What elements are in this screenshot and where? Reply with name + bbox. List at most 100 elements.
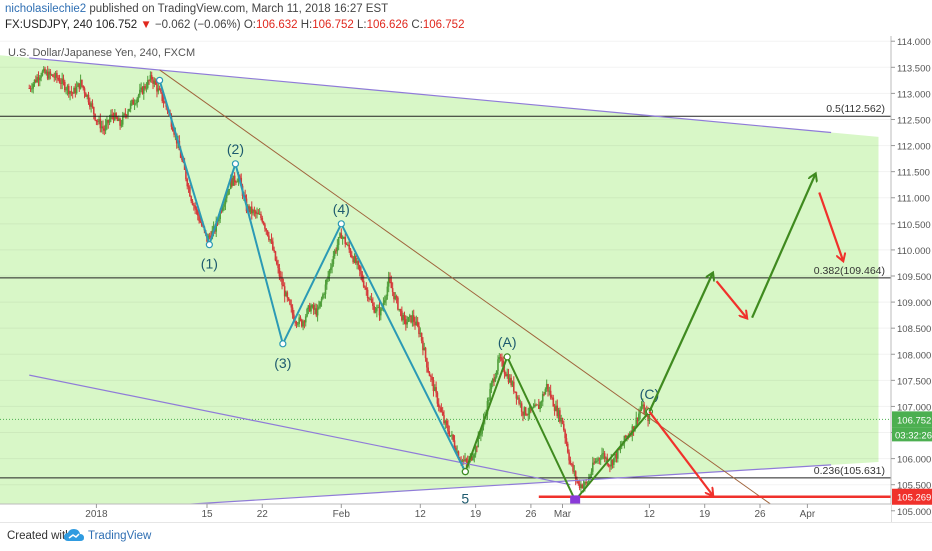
candle-body: [181, 157, 183, 160]
candle-body: [98, 119, 100, 122]
candle-body: [635, 417, 638, 427]
candle-body: [422, 340, 424, 351]
candle-body: [286, 292, 289, 298]
candle-body: [179, 150, 182, 158]
candle-body: [520, 403, 523, 412]
candle-body: [515, 391, 518, 399]
candle-body: [370, 298, 373, 303]
candle-body: [141, 87, 144, 94]
candle-body: [551, 397, 553, 399]
candle-body: [402, 314, 404, 321]
candle-body: [353, 256, 356, 263]
candle-body: [455, 447, 457, 453]
low-label: L:: [357, 19, 367, 31]
candle-body: [61, 78, 63, 84]
candle-body: [77, 83, 79, 87]
candle-body: [316, 308, 319, 316]
candle-body: [140, 87, 142, 90]
candle-body: [282, 284, 285, 287]
candle-body: [348, 244, 350, 250]
candle-body: [387, 277, 390, 287]
candle-body: [185, 169, 187, 180]
wave-label: (A): [498, 334, 517, 350]
impulse-wave-point: [337, 220, 345, 228]
candle-body: [372, 302, 374, 307]
candle-body: [424, 347, 427, 359]
candle-body: [156, 84, 158, 92]
candle-body: [444, 420, 447, 424]
candle-body: [278, 268, 281, 277]
candle-body: [523, 407, 526, 416]
candle-body: [406, 321, 408, 325]
time-tick-label: 12: [415, 509, 427, 520]
candle-body: [269, 239, 271, 241]
candle-body: [412, 315, 415, 322]
fib-level-label: 0.236(105.631): [814, 465, 885, 477]
candle-body: [220, 210, 223, 212]
candle-body: [171, 126, 174, 132]
candle-body: [252, 210, 254, 214]
candle-body: [315, 308, 318, 316]
candle-body: [418, 325, 420, 335]
candle-body: [297, 323, 299, 325]
correction-wave: [464, 354, 651, 503]
candle-body: [389, 277, 391, 282]
candle-body: [487, 400, 490, 402]
candle-body: [265, 228, 268, 231]
candle-body: [200, 222, 203, 226]
time-tick-label: 26: [754, 509, 766, 520]
candle-body: [119, 118, 121, 126]
candle-body: [419, 332, 422, 335]
candle-body: [516, 397, 519, 399]
time-tick-label: Apr: [800, 509, 816, 520]
candle-body: [430, 376, 432, 377]
candle-body: [481, 426, 483, 434]
candle-body: [541, 394, 544, 402]
impulse-wave-point: [205, 241, 213, 249]
impulse-wave: [158, 80, 467, 473]
candle-body: [123, 113, 125, 116]
candle-body: [248, 206, 250, 213]
candle-body: [456, 451, 458, 453]
candle-body: [354, 256, 357, 264]
candle-body: [143, 86, 145, 94]
candle-body: [46, 71, 49, 79]
candle-body: [506, 374, 508, 377]
candle-body: [374, 311, 377, 313]
candle-body: [540, 401, 543, 403]
candle-body: [153, 80, 156, 84]
candle-body: [222, 206, 224, 212]
author-link[interactable]: nicholasilechie2: [5, 3, 87, 15]
candle-body: [395, 296, 398, 298]
close-value: 106.752: [422, 19, 465, 31]
candle-body: [356, 260, 358, 264]
candle-body: [335, 250, 337, 252]
candle-body: [320, 298, 323, 302]
candle-body: [287, 297, 290, 300]
candle-body: [647, 411, 649, 421]
candle-body: [139, 89, 141, 96]
candle-body: [360, 270, 362, 275]
candle-body: [319, 301, 322, 307]
candle-body: [29, 88, 32, 90]
candle-body: [32, 83, 34, 89]
price-chart[interactable]: 0.5(112.562) 0.382(109.464) 0.236(105.631)…: [0, 36, 932, 522]
candle-body: [232, 175, 235, 186]
candle-body: [357, 260, 360, 266]
candle-body: [410, 315, 412, 323]
tradingview-brand-link[interactable]: TradingView: [88, 530, 152, 542]
candle-body: [273, 249, 275, 252]
candle-body: [465, 458, 468, 462]
price-tick-label: 112.000: [897, 142, 931, 153]
candle-body: [640, 406, 643, 410]
candle-body: [377, 307, 379, 309]
candle-body: [603, 453, 606, 459]
candle-body: [618, 449, 620, 451]
candle-body: [191, 201, 194, 205]
candle-body: [306, 309, 308, 317]
candle-body: [507, 374, 510, 383]
candle-body: [486, 401, 489, 415]
candle-body: [314, 308, 316, 310]
candle-body: [270, 239, 273, 242]
candle-body: [423, 347, 426, 351]
